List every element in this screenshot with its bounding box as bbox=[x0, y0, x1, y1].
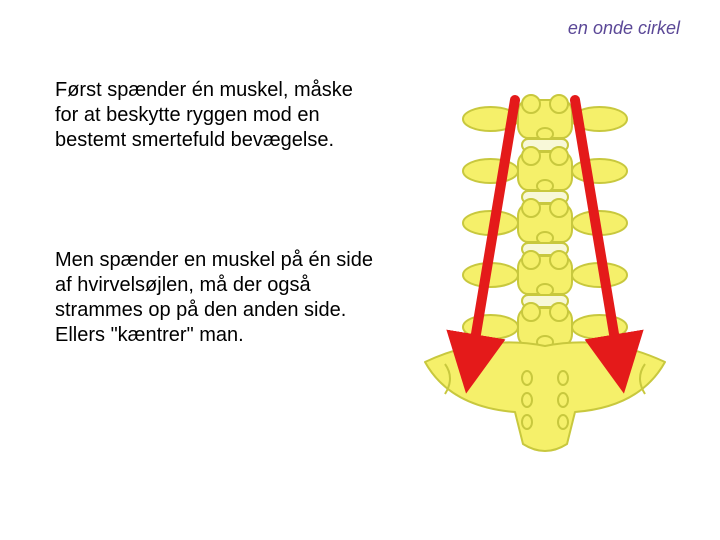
paragraph-1: Først spænder én muskel, måske for at be… bbox=[55, 78, 375, 153]
page-header: en onde cirkel bbox=[568, 18, 680, 39]
paragraph-2: Men spænder en muskel på én side af hvir… bbox=[55, 248, 375, 348]
spine-diagram bbox=[400, 80, 690, 480]
